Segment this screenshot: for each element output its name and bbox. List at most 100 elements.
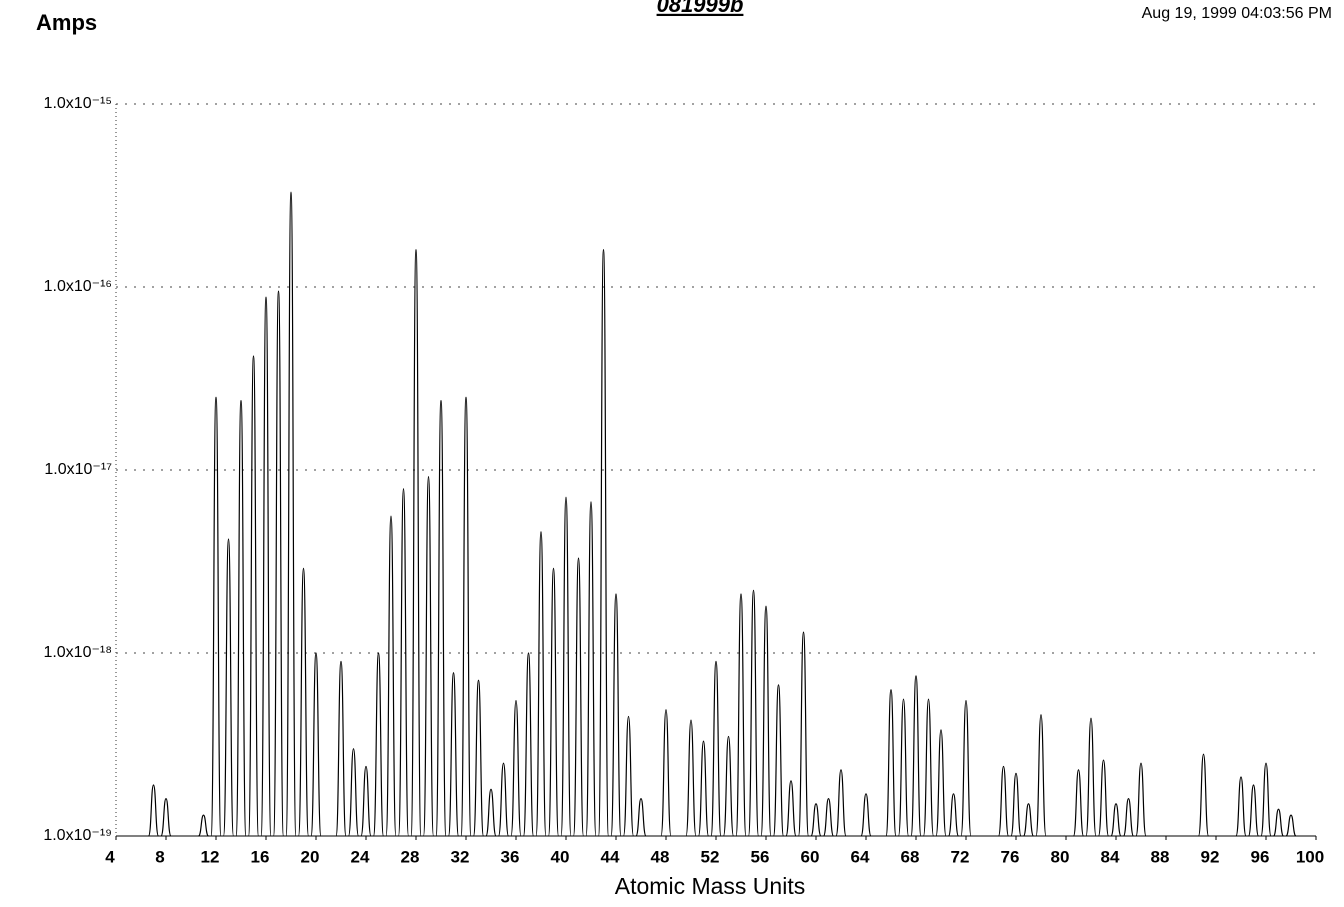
- x-tick-label: 100: [1296, 847, 1324, 866]
- y-tick-label: 1.0x10⁻¹⁷: [44, 461, 112, 478]
- x-tick-label: 96: [1251, 847, 1270, 866]
- peak: [1022, 803, 1035, 837]
- y-axis-label: Amps: [36, 10, 97, 35]
- peak: [797, 631, 810, 837]
- peak: [1085, 717, 1097, 837]
- peak: [597, 249, 610, 837]
- x-axis-label: Atomic Mass Units: [615, 873, 805, 899]
- peak: [522, 652, 535, 837]
- peak: [422, 476, 435, 837]
- peak: [935, 729, 947, 837]
- peak: [435, 399, 447, 837]
- peak: [822, 798, 835, 837]
- peak: [697, 740, 710, 837]
- peak: [1135, 762, 1147, 837]
- peak: [960, 699, 972, 837]
- peak: [997, 765, 1010, 837]
- peak: [710, 660, 722, 837]
- x-tick-label: 28: [401, 847, 420, 866]
- peak: [497, 762, 510, 837]
- peak: [472, 679, 485, 837]
- x-tick-label: 24: [351, 847, 370, 866]
- peak: [410, 249, 422, 837]
- peak: [160, 798, 172, 837]
- x-tick-label: 64: [851, 847, 870, 866]
- x-tick-label: 84: [1101, 847, 1120, 866]
- x-tick-label: 40: [551, 847, 570, 866]
- peak: [1097, 759, 1110, 837]
- peak: [372, 652, 385, 837]
- peak: [560, 496, 572, 837]
- x-tick-label: 16: [251, 847, 270, 866]
- peak: [222, 538, 235, 837]
- peak: [760, 605, 772, 837]
- x-tick-label: 48: [651, 847, 670, 866]
- peak: [660, 709, 672, 837]
- peak: [385, 515, 397, 837]
- peak: [785, 780, 797, 837]
- peak: [247, 355, 260, 837]
- peak: [535, 531, 547, 837]
- peak: [910, 675, 922, 837]
- x-tick-label: 8: [155, 847, 164, 866]
- peak: [197, 814, 210, 837]
- peak: [310, 652, 322, 837]
- peak: [1122, 798, 1135, 837]
- peak: [360, 765, 372, 837]
- peak: [1072, 769, 1085, 837]
- peak: [335, 660, 347, 837]
- peak: [347, 748, 360, 837]
- peak: [922, 698, 935, 837]
- x-tick-label: 76: [1001, 847, 1020, 866]
- x-tick-label: 80: [1051, 847, 1070, 866]
- x-tick-label: 88: [1151, 847, 1170, 866]
- peak: [1235, 776, 1247, 837]
- peak: [147, 784, 160, 837]
- chart-title: 081999b: [657, 0, 744, 17]
- x-tick-label: 12: [201, 847, 220, 866]
- y-tick-label: 1.0x10⁻¹⁶: [44, 278, 112, 295]
- x-tick-label: 20: [301, 847, 320, 866]
- y-tick-label: 1.0x10⁻¹⁹: [43, 827, 112, 844]
- peak: [235, 399, 247, 837]
- y-tick-label: 1.0x10⁻¹⁸: [43, 644, 112, 661]
- peak: [297, 567, 310, 837]
- peak: [272, 290, 285, 837]
- x-tick-label: 56: [751, 847, 770, 866]
- peak: [585, 501, 597, 837]
- peak: [1285, 814, 1297, 837]
- x-tick-label: 92: [1201, 847, 1220, 866]
- peak: [572, 557, 585, 837]
- peak: [1035, 714, 1047, 837]
- peak: [260, 296, 272, 837]
- peak: [1010, 772, 1022, 837]
- peak: [835, 769, 847, 837]
- x-tick-label: 32: [451, 847, 470, 866]
- peak: [485, 788, 497, 837]
- peak: [285, 191, 297, 837]
- y-tick-label: 1.0x10⁻¹⁵: [44, 95, 112, 112]
- subtitle: Aug 19, 1999 04:03:56 PM: [1142, 5, 1332, 22]
- x-tick-label: 52: [701, 847, 720, 866]
- peak: [772, 684, 785, 837]
- peak: [622, 715, 635, 837]
- peak: [947, 793, 960, 837]
- x-tick-label: 72: [951, 847, 970, 866]
- x-tick-label: 36: [501, 847, 520, 866]
- peak: [810, 803, 822, 837]
- peak: [1197, 753, 1210, 837]
- x-tick-label: 44: [601, 847, 620, 866]
- peak: [897, 698, 910, 837]
- peak: [722, 735, 735, 837]
- x-tick-label: 4: [105, 847, 115, 866]
- peak: [460, 396, 472, 837]
- peak: [635, 798, 647, 837]
- peak: [210, 396, 222, 837]
- x-tick-label: 68: [901, 847, 920, 866]
- peak: [735, 593, 747, 837]
- peak: [610, 593, 622, 837]
- peak: [1260, 762, 1272, 837]
- peak: [397, 488, 410, 837]
